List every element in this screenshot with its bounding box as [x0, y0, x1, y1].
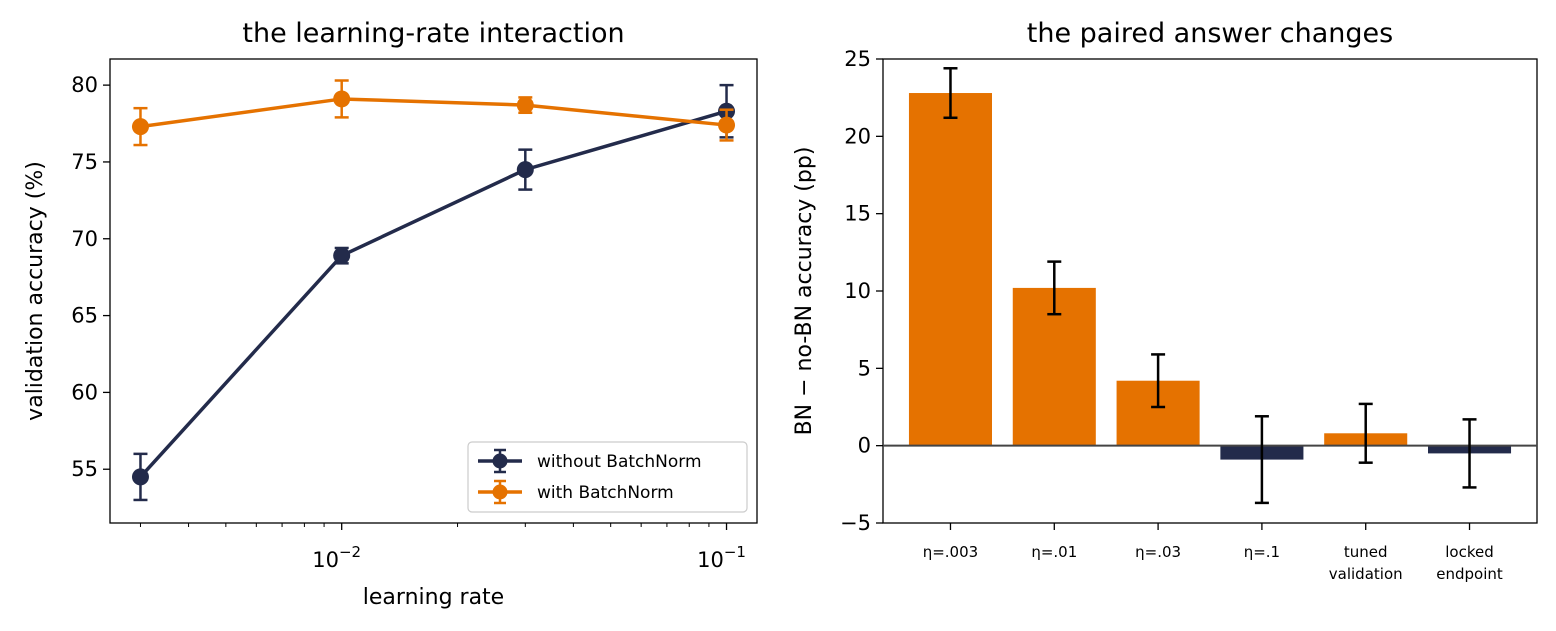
- data-point: [333, 90, 351, 108]
- y-tick-label: 55: [71, 457, 98, 481]
- legend: without BatchNorm with BatchNorm: [467, 441, 748, 513]
- x-tick-label: tuned validation: [1329, 543, 1403, 583]
- data-point: [131, 118, 149, 136]
- legend-marker: [492, 453, 508, 469]
- data-point: [516, 96, 534, 114]
- x-tick-label-line: η=.01: [1031, 543, 1077, 561]
- x-tick-label-line: η=.03: [1135, 543, 1181, 561]
- x-tick-exponent: −1: [724, 543, 746, 561]
- y-axis-label: validation accuracy (%): [23, 161, 48, 421]
- y-tick-label: −5: [840, 511, 871, 535]
- y-tick-label: 15: [844, 202, 871, 226]
- line-chart-panel: the learning-rate interaction learning ra…: [23, 18, 758, 610]
- data-point: [516, 161, 534, 179]
- series-line: [139, 109, 728, 479]
- x-tick-label-line: tuned: [1344, 543, 1388, 561]
- x-tick-label: η=.01: [1031, 543, 1077, 561]
- series-without-batchnorm: [131, 83, 736, 502]
- x-axis-label: learning rate: [363, 585, 504, 610]
- y-tick-label: 10: [844, 279, 871, 303]
- series-line: [140, 97, 727, 129]
- y-tick-label: 75: [71, 150, 98, 174]
- legend-frame: [467, 441, 748, 513]
- y-tick-label: 0: [858, 434, 871, 458]
- x-tick-label-line: locked: [1445, 543, 1494, 561]
- legend-label: without BatchNorm: [537, 452, 702, 472]
- data-point: [333, 247, 351, 265]
- x-tick-label-line: η=.1: [1244, 543, 1280, 561]
- data-point: [718, 116, 736, 134]
- x-tick-label: 10−1: [697, 543, 746, 572]
- x-tick-label: locked endpoint: [1436, 543, 1503, 583]
- y-tick-label: 5: [858, 356, 871, 380]
- y-tick-label: 60: [71, 380, 98, 404]
- x-tick-label: η=.03: [1135, 543, 1181, 561]
- x-tick-label: 10−2: [312, 543, 361, 572]
- plot-frame: [109, 58, 758, 524]
- bar-chart-panel: the paired answer changes BN − no-BN accu…: [792, 18, 1538, 583]
- x-tick-label-line: endpoint: [1436, 565, 1503, 583]
- series-with-batchnorm: [131, 79, 736, 147]
- x-tick-label: η=.1: [1244, 543, 1280, 561]
- chart-title: the learning-rate interaction: [242, 18, 624, 49]
- data-point: [131, 468, 149, 486]
- y-tick-label: 65: [71, 304, 98, 328]
- x-tick-label: η=.003: [923, 543, 978, 561]
- x-tick-label-line: validation: [1329, 565, 1403, 583]
- y-tick-label: 70: [71, 227, 98, 251]
- x-tick-exponent: −2: [339, 543, 361, 561]
- y-tick-label: 20: [844, 124, 871, 148]
- x-tick-label-line: η=.003: [923, 543, 978, 561]
- chart-title: the paired answer changes: [1027, 18, 1393, 49]
- bar: [908, 93, 992, 446]
- y-axis-label: BN − no-BN accuracy (pp): [792, 147, 817, 436]
- legend-label: with BatchNorm: [537, 483, 674, 503]
- y-tick-label: 25: [844, 47, 871, 71]
- legend-marker: [492, 484, 508, 500]
- y-tick-label: 80: [71, 73, 98, 97]
